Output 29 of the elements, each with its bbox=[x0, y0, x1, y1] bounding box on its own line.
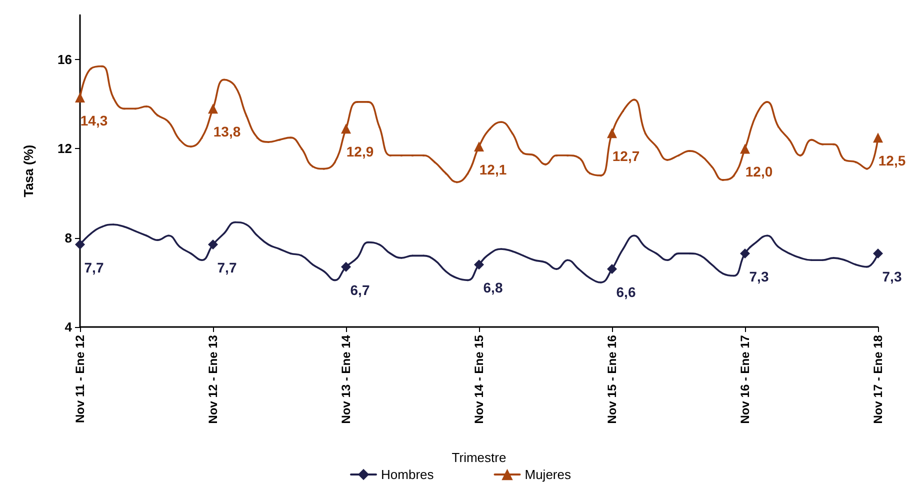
x-tick-label: Nov 15 - Ene 16 bbox=[605, 334, 619, 424]
data-label: 12,1 bbox=[479, 161, 507, 178]
data-label: 12,7 bbox=[612, 148, 640, 164]
data-label: 6,7 bbox=[350, 282, 370, 298]
data-label: 7,7 bbox=[217, 260, 237, 276]
data-label: 6,6 bbox=[616, 284, 636, 300]
x-tick-label: Nov 16 - Ene 17 bbox=[738, 334, 752, 424]
x-axis-title: Trimestre bbox=[452, 450, 506, 465]
data-label: 7,7 bbox=[84, 260, 104, 276]
y-tick-label: 4 bbox=[64, 320, 73, 334]
data-label: 7,3 bbox=[749, 268, 769, 284]
y-tick-label: 8 bbox=[64, 230, 72, 246]
data-label: 7,3 bbox=[882, 268, 902, 284]
x-tick-label: Nov 17 - Ene 18 bbox=[871, 334, 885, 424]
x-tick-label: Nov 12 - Ene 13 bbox=[206, 334, 220, 424]
data-label: 12,9 bbox=[346, 144, 374, 160]
y-tick-label: 12 bbox=[58, 141, 72, 156]
data-label: 6,8 bbox=[483, 280, 503, 296]
y-tick-label: 16 bbox=[58, 52, 72, 68]
x-tick-label: Nov 11 - Ene 12 bbox=[73, 334, 87, 424]
x-tick-label: Nov 13 - Ene 14 bbox=[339, 334, 353, 424]
legend-label: Hombres bbox=[381, 467, 434, 482]
data-label: 12,0 bbox=[745, 164, 773, 180]
data-label: 14,3 bbox=[80, 112, 108, 128]
x-tick-label: Nov 14 - Ene 15 bbox=[472, 334, 486, 424]
legend-label: Mujeres bbox=[524, 467, 572, 482]
data-label: 12,5 bbox=[878, 152, 906, 169]
data-label: 13,8 bbox=[213, 124, 241, 140]
y-axis-title: Tasa (%) bbox=[21, 144, 36, 198]
